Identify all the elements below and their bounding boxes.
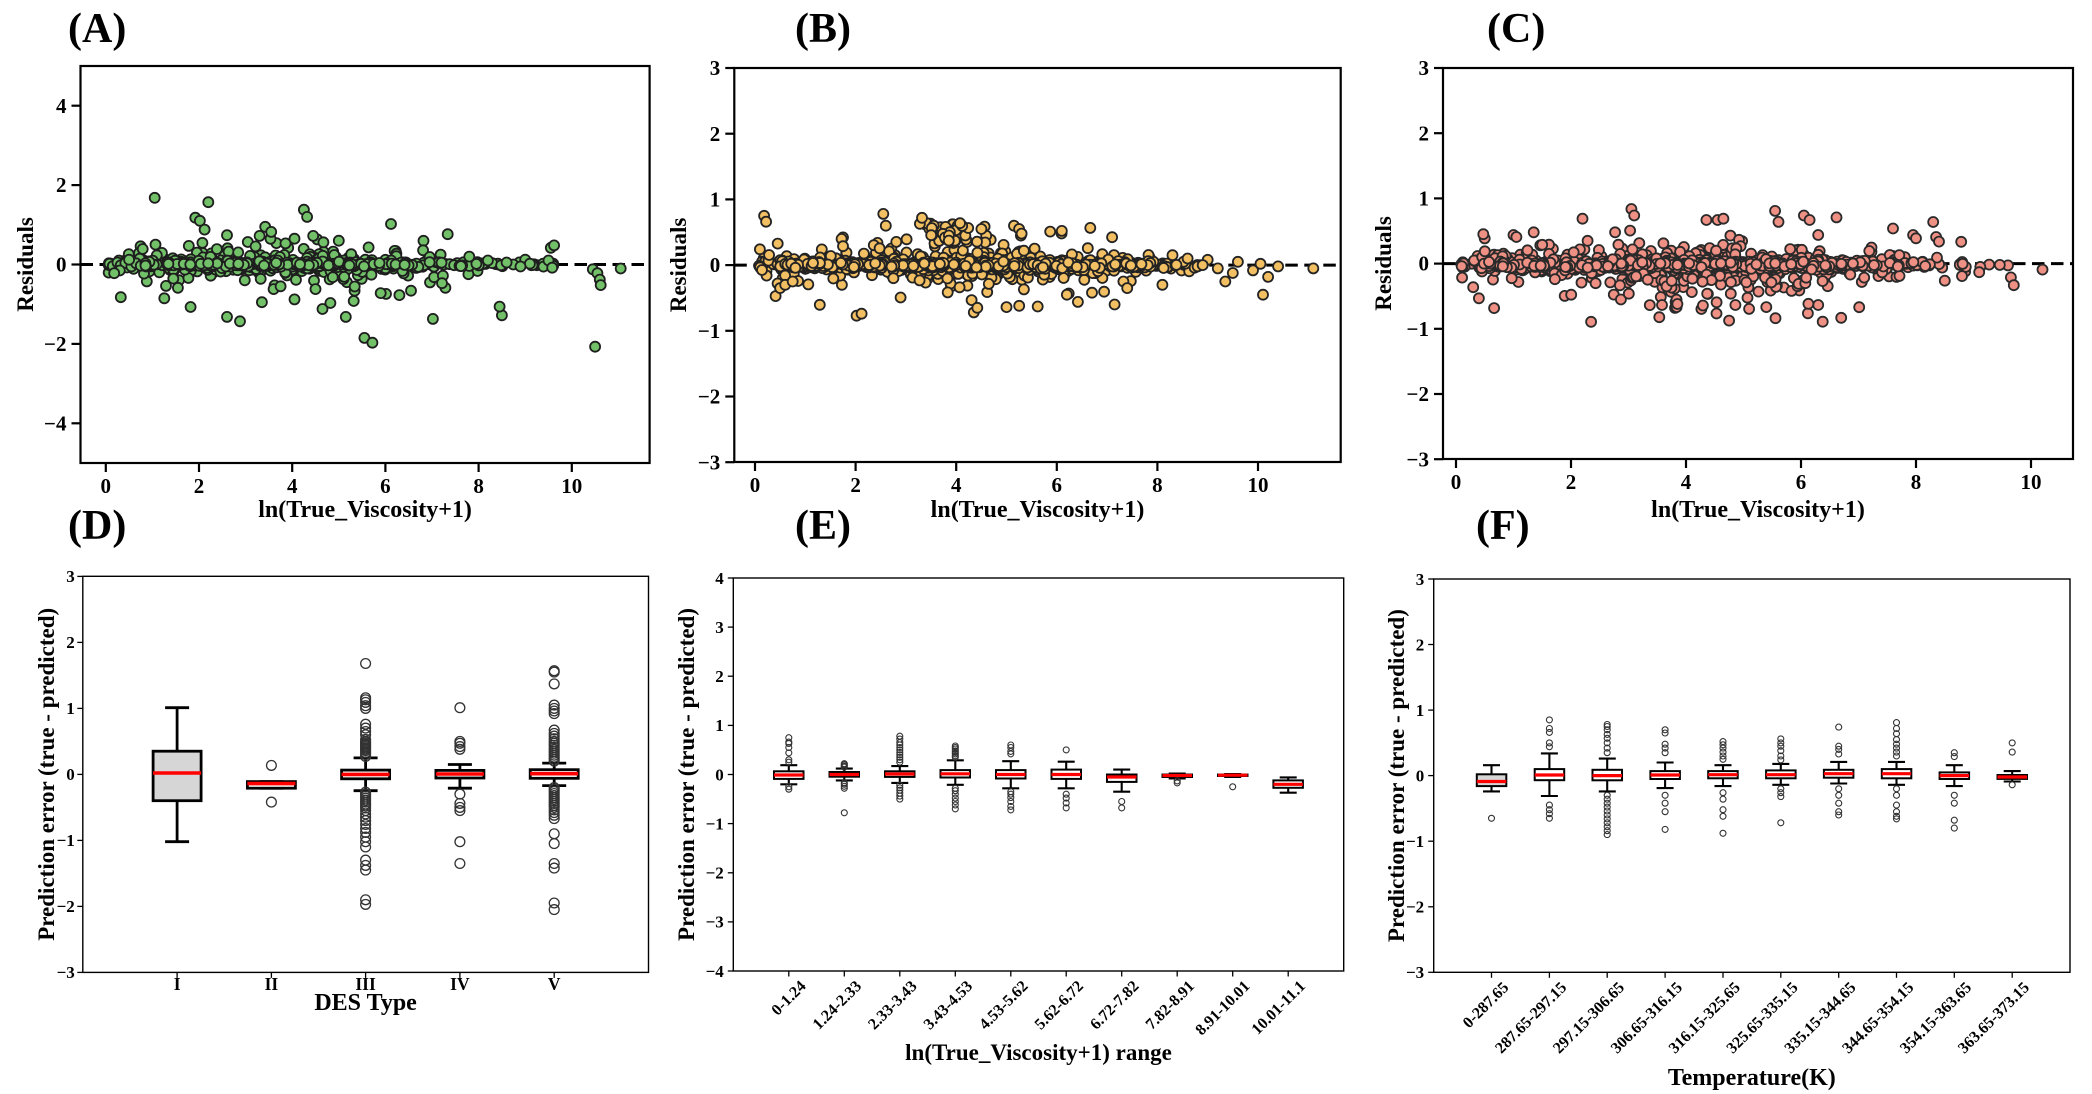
svg-text:2: 2 — [1416, 635, 1425, 654]
svg-text:−3: −3 — [698, 450, 720, 474]
svg-text:1: 1 — [66, 699, 75, 718]
svg-text:(A): (A) — [68, 6, 126, 52]
svg-text:3: 3 — [1419, 56, 1430, 80]
svg-text:−2: −2 — [1407, 382, 1429, 406]
svg-text:DES Type: DES Type — [314, 990, 417, 1016]
svg-text:2: 2 — [1419, 121, 1430, 145]
svg-text:0: 0 — [56, 253, 67, 277]
svg-text:0: 0 — [750, 473, 761, 497]
svg-text:1: 1 — [1416, 701, 1425, 720]
svg-text:8: 8 — [473, 474, 484, 498]
svg-text:4: 4 — [287, 474, 298, 498]
svg-text:Residuals: Residuals — [1371, 216, 1396, 311]
svg-text:0: 0 — [66, 765, 75, 784]
svg-text:0: 0 — [1416, 766, 1425, 785]
svg-text:−2: −2 — [1406, 898, 1424, 917]
svg-text:10: 10 — [1248, 473, 1269, 497]
svg-text:6: 6 — [380, 474, 391, 498]
svg-text:ln(True_Viscosity+1): ln(True_Viscosity+1) — [931, 497, 1145, 523]
svg-text:−3: −3 — [1406, 963, 1424, 982]
svg-text:Prediction error (true - predi: Prediction error (true - predicted) — [34, 608, 59, 941]
svg-text:Prediction error (true - predi: Prediction error (true - predicted) — [1384, 609, 1409, 942]
svg-text:−1: −1 — [706, 814, 724, 833]
svg-text:2: 2 — [710, 122, 721, 146]
svg-text:3: 3 — [1416, 570, 1425, 589]
svg-text:(B): (B) — [795, 6, 851, 52]
svg-text:−1: −1 — [698, 319, 720, 343]
svg-text:(D): (D) — [68, 503, 126, 549]
svg-text:0: 0 — [710, 253, 721, 277]
svg-text:(E): (E) — [795, 503, 851, 549]
svg-text:−1: −1 — [1407, 317, 1429, 341]
svg-text:I: I — [174, 974, 181, 994]
svg-text:−2: −2 — [706, 864, 724, 883]
svg-text:8: 8 — [1152, 473, 1163, 497]
svg-text:Prediction error (true - predi: Prediction error (true - predicted) — [674, 608, 699, 941]
svg-text:−1: −1 — [57, 831, 75, 850]
svg-text:−4: −4 — [706, 962, 725, 981]
svg-text:4: 4 — [715, 569, 724, 588]
svg-text:−1: −1 — [1406, 832, 1424, 851]
svg-text:−4: −4 — [44, 411, 67, 435]
svg-text:0: 0 — [715, 765, 724, 784]
svg-text:Residuals: Residuals — [13, 217, 38, 312]
svg-text:0: 0 — [1419, 252, 1430, 276]
svg-text:−3: −3 — [57, 963, 75, 982]
svg-text:2: 2 — [850, 473, 861, 497]
svg-text:−2: −2 — [698, 385, 720, 409]
svg-text:−3: −3 — [706, 913, 724, 932]
svg-text:1: 1 — [1419, 187, 1430, 211]
svg-text:2: 2 — [56, 173, 67, 197]
svg-text:Residuals: Residuals — [666, 218, 691, 313]
svg-text:2: 2 — [194, 474, 205, 498]
svg-text:ln(True_Viscosity+1) range: ln(True_Viscosity+1) range — [905, 1040, 1172, 1065]
svg-text:2: 2 — [715, 667, 724, 686]
svg-text:6: 6 — [1052, 473, 1063, 497]
svg-text:0: 0 — [1451, 470, 1462, 494]
svg-text:3: 3 — [66, 567, 75, 586]
svg-text:−2: −2 — [57, 897, 75, 916]
svg-text:V: V — [548, 974, 561, 994]
svg-text:ln(True_Viscosity+1): ln(True_Viscosity+1) — [258, 497, 472, 523]
svg-text:(F): (F) — [1476, 503, 1530, 549]
svg-text:IV: IV — [450, 974, 470, 994]
svg-text:6: 6 — [1796, 470, 1807, 494]
svg-text:4: 4 — [1681, 470, 1692, 494]
svg-text:2: 2 — [1566, 470, 1577, 494]
svg-text:10: 10 — [561, 474, 582, 498]
svg-text:4: 4 — [56, 94, 67, 118]
svg-text:10: 10 — [2021, 470, 2042, 494]
svg-text:4: 4 — [951, 473, 962, 497]
svg-text:II: II — [265, 974, 279, 994]
svg-text:3: 3 — [710, 56, 721, 80]
svg-text:(C): (C) — [1487, 6, 1545, 52]
svg-text:0: 0 — [101, 474, 112, 498]
svg-text:3: 3 — [715, 618, 724, 637]
svg-text:Temperature(K): Temperature(K) — [1668, 1065, 1836, 1091]
svg-text:−2: −2 — [44, 332, 66, 356]
svg-text:2: 2 — [66, 633, 75, 652]
svg-text:8: 8 — [1911, 470, 1922, 494]
svg-text:−3: −3 — [1407, 447, 1429, 471]
svg-text:III: III — [355, 974, 376, 994]
svg-text:1: 1 — [715, 716, 724, 735]
svg-text:1: 1 — [710, 188, 721, 212]
svg-text:ln(True_Viscosity+1): ln(True_Viscosity+1) — [1651, 497, 1865, 523]
